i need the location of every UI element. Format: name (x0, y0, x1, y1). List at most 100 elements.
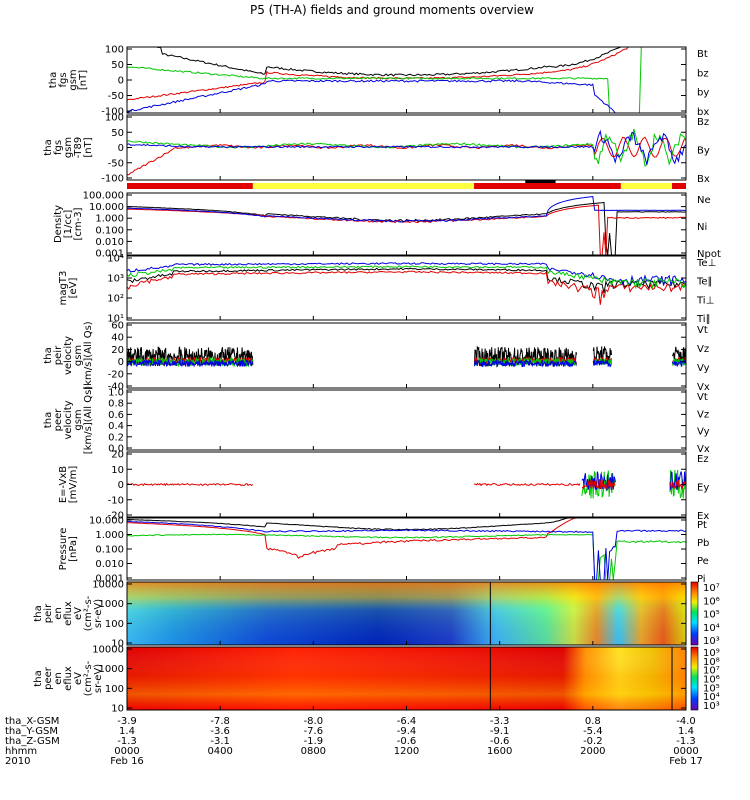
y-tick-label: 1.000 (95, 214, 124, 225)
series-Pb (127, 517, 686, 559)
y-axis-label-line: gsm (73, 345, 84, 366)
colorbar (690, 581, 699, 646)
y-axis-label-line: gsm (68, 69, 79, 90)
x-tick-label: -9.4 (397, 726, 417, 737)
panel-peir-spec: 10⁷ 10⁶ 10⁵ 10⁴ 10³ 10000 1000 100 10 tha peir en ef… (33, 580, 720, 650)
y-tick-label: 10.000 (89, 516, 124, 527)
y-tick-label: -50 (108, 158, 124, 169)
y-axis-label-line: gsm (73, 409, 84, 430)
legend-Pe: Pe (697, 556, 709, 567)
y-tick-label: 20 (111, 450, 124, 461)
series-Ne (126, 204, 687, 256)
y-axis-label-line: magT3 (58, 271, 69, 306)
y-axis-label-line: peer (43, 666, 54, 690)
y-axis-label-line: peir (53, 345, 64, 365)
x-tick-label: 2000 (580, 746, 605, 757)
legend-by: by (697, 88, 709, 99)
y-tick-label: 10 (111, 704, 124, 715)
y-axis-label-line: [eV] (68, 278, 79, 299)
spectrogram-energy-shading (127, 582, 686, 645)
x-tick-label: -0.2 (583, 736, 603, 747)
y-tick-label: 0.100 (95, 545, 124, 556)
colorbar-tick-label: 10⁸ (703, 657, 720, 668)
y-tick-label: 10000 (92, 645, 124, 656)
series-Ti-perp (126, 262, 687, 288)
legend-Npot: Npot (697, 249, 721, 260)
y-tick-label: 40 (111, 333, 124, 344)
x-tick-label: -3.6 (210, 726, 230, 737)
x-tick-label: -3.1 (210, 736, 230, 747)
x-tick-label: 1.4 (119, 726, 135, 737)
colorbar (690, 646, 699, 711)
y-axis-label-line: [nT] (78, 70, 89, 90)
series-bx (126, 79, 686, 114)
panel-fgs-t89: 100 50 0 -50 -100 tha fgs gsm -T89 [nT] Bz By Bx (43, 113, 710, 186)
x-tick-label: -5.4 (583, 726, 603, 737)
status-bar-yellow (127, 183, 686, 189)
figure-title: P5 (TH-A) fields and ground moments over… (250, 3, 534, 17)
x-tick-label: 1200 (394, 746, 419, 757)
legend-By: By (697, 146, 710, 157)
y-axis-label: tha fgs gsm -T89 [nT] (43, 137, 94, 159)
series-by (126, 46, 686, 114)
legend-Vx: Vx (697, 382, 710, 393)
y-axis-label-line: fgs (58, 72, 69, 87)
x-tick-label: -4.0 (676, 716, 696, 727)
y-tick-label: -50 (108, 91, 124, 102)
legend-Bx: Bx (697, 174, 710, 185)
y-tick-label: 20 (111, 345, 124, 356)
x-row-label-tha-y-gsm: tha_Y-GSM (5, 726, 58, 737)
y-tick-label: 60 (111, 321, 124, 332)
legend-Bt: Bt (697, 49, 708, 60)
x-row-label-hhmm: hhmm (5, 746, 37, 757)
y-axis-label-line: en (53, 672, 64, 685)
y-tick-label: 100 (105, 113, 124, 124)
series-Npot (126, 195, 687, 223)
y-tick-label: 100 (105, 684, 124, 695)
legend-Ne: Ne (697, 195, 711, 206)
legend-Pb: Pb (697, 538, 709, 549)
legend-Vx: Vx (697, 444, 710, 455)
y-axis-label-line: [cm-3] (73, 207, 84, 240)
x-tick-label: 0400 (207, 746, 232, 757)
x-tick-label: -7.8 (210, 716, 230, 727)
y-axis-label-line: Density (53, 205, 64, 243)
x-tick-label: 1600 (487, 746, 512, 757)
time-axis: tha_X-GSM -3.9 -7.8 -8.0 -6.4 -3.3 0.8 -4.0 tha_… (5, 109, 703, 767)
x-tick-label: 1.4 (678, 726, 694, 737)
y-tick-label: 50 (111, 60, 124, 71)
series-Pt (126, 517, 686, 531)
y-axis-label-line: tha (33, 605, 44, 621)
y-axis-label-line: gsm (63, 137, 74, 158)
y-tick-label: 0.001 (95, 574, 124, 585)
legend-Te∥: Te∥ (696, 277, 713, 288)
status-bar-red-segment (127, 183, 253, 189)
y-axis-label: tha peir en eflux eV (cm²-s-sr-eV) (33, 595, 104, 631)
x-tick-label: -7.6 (304, 726, 324, 737)
y-tick-label: 0 (118, 76, 124, 87)
y-axis-label-line: sr-eV) (93, 599, 104, 628)
y-axis-label-line: eV (73, 607, 84, 620)
x-tick-label: -3.9 (117, 716, 137, 727)
y-tick-label: 10³ (107, 274, 124, 285)
y-tick-label: 0.010 (95, 559, 124, 570)
series-Bx (126, 129, 687, 165)
y-tick-label: 1000 (99, 599, 124, 610)
x-tick-label: Feb 16 (110, 756, 144, 767)
y-tick-label: 0 (118, 143, 124, 154)
legend-Ti∥: Ti∥ (696, 314, 711, 325)
y-tick-label: 0 (118, 480, 124, 491)
y-tick-label: 10⁴ (107, 254, 124, 265)
y-axis-label: Pressure [nPa] (58, 528, 79, 571)
series-Ez-burst (581, 478, 686, 491)
colorbar-tick-label: 10⁶ (703, 596, 720, 607)
legend-bz: bz (697, 68, 709, 79)
series-Te-par (126, 267, 687, 294)
panel-frame (126, 46, 687, 114)
legend-Vz: Vz (697, 409, 709, 420)
legend-bx: bx (697, 107, 709, 118)
colorbar-tick-label: 10⁷ (703, 583, 720, 594)
y-axis-label-line: (cm²-s- (83, 595, 94, 631)
